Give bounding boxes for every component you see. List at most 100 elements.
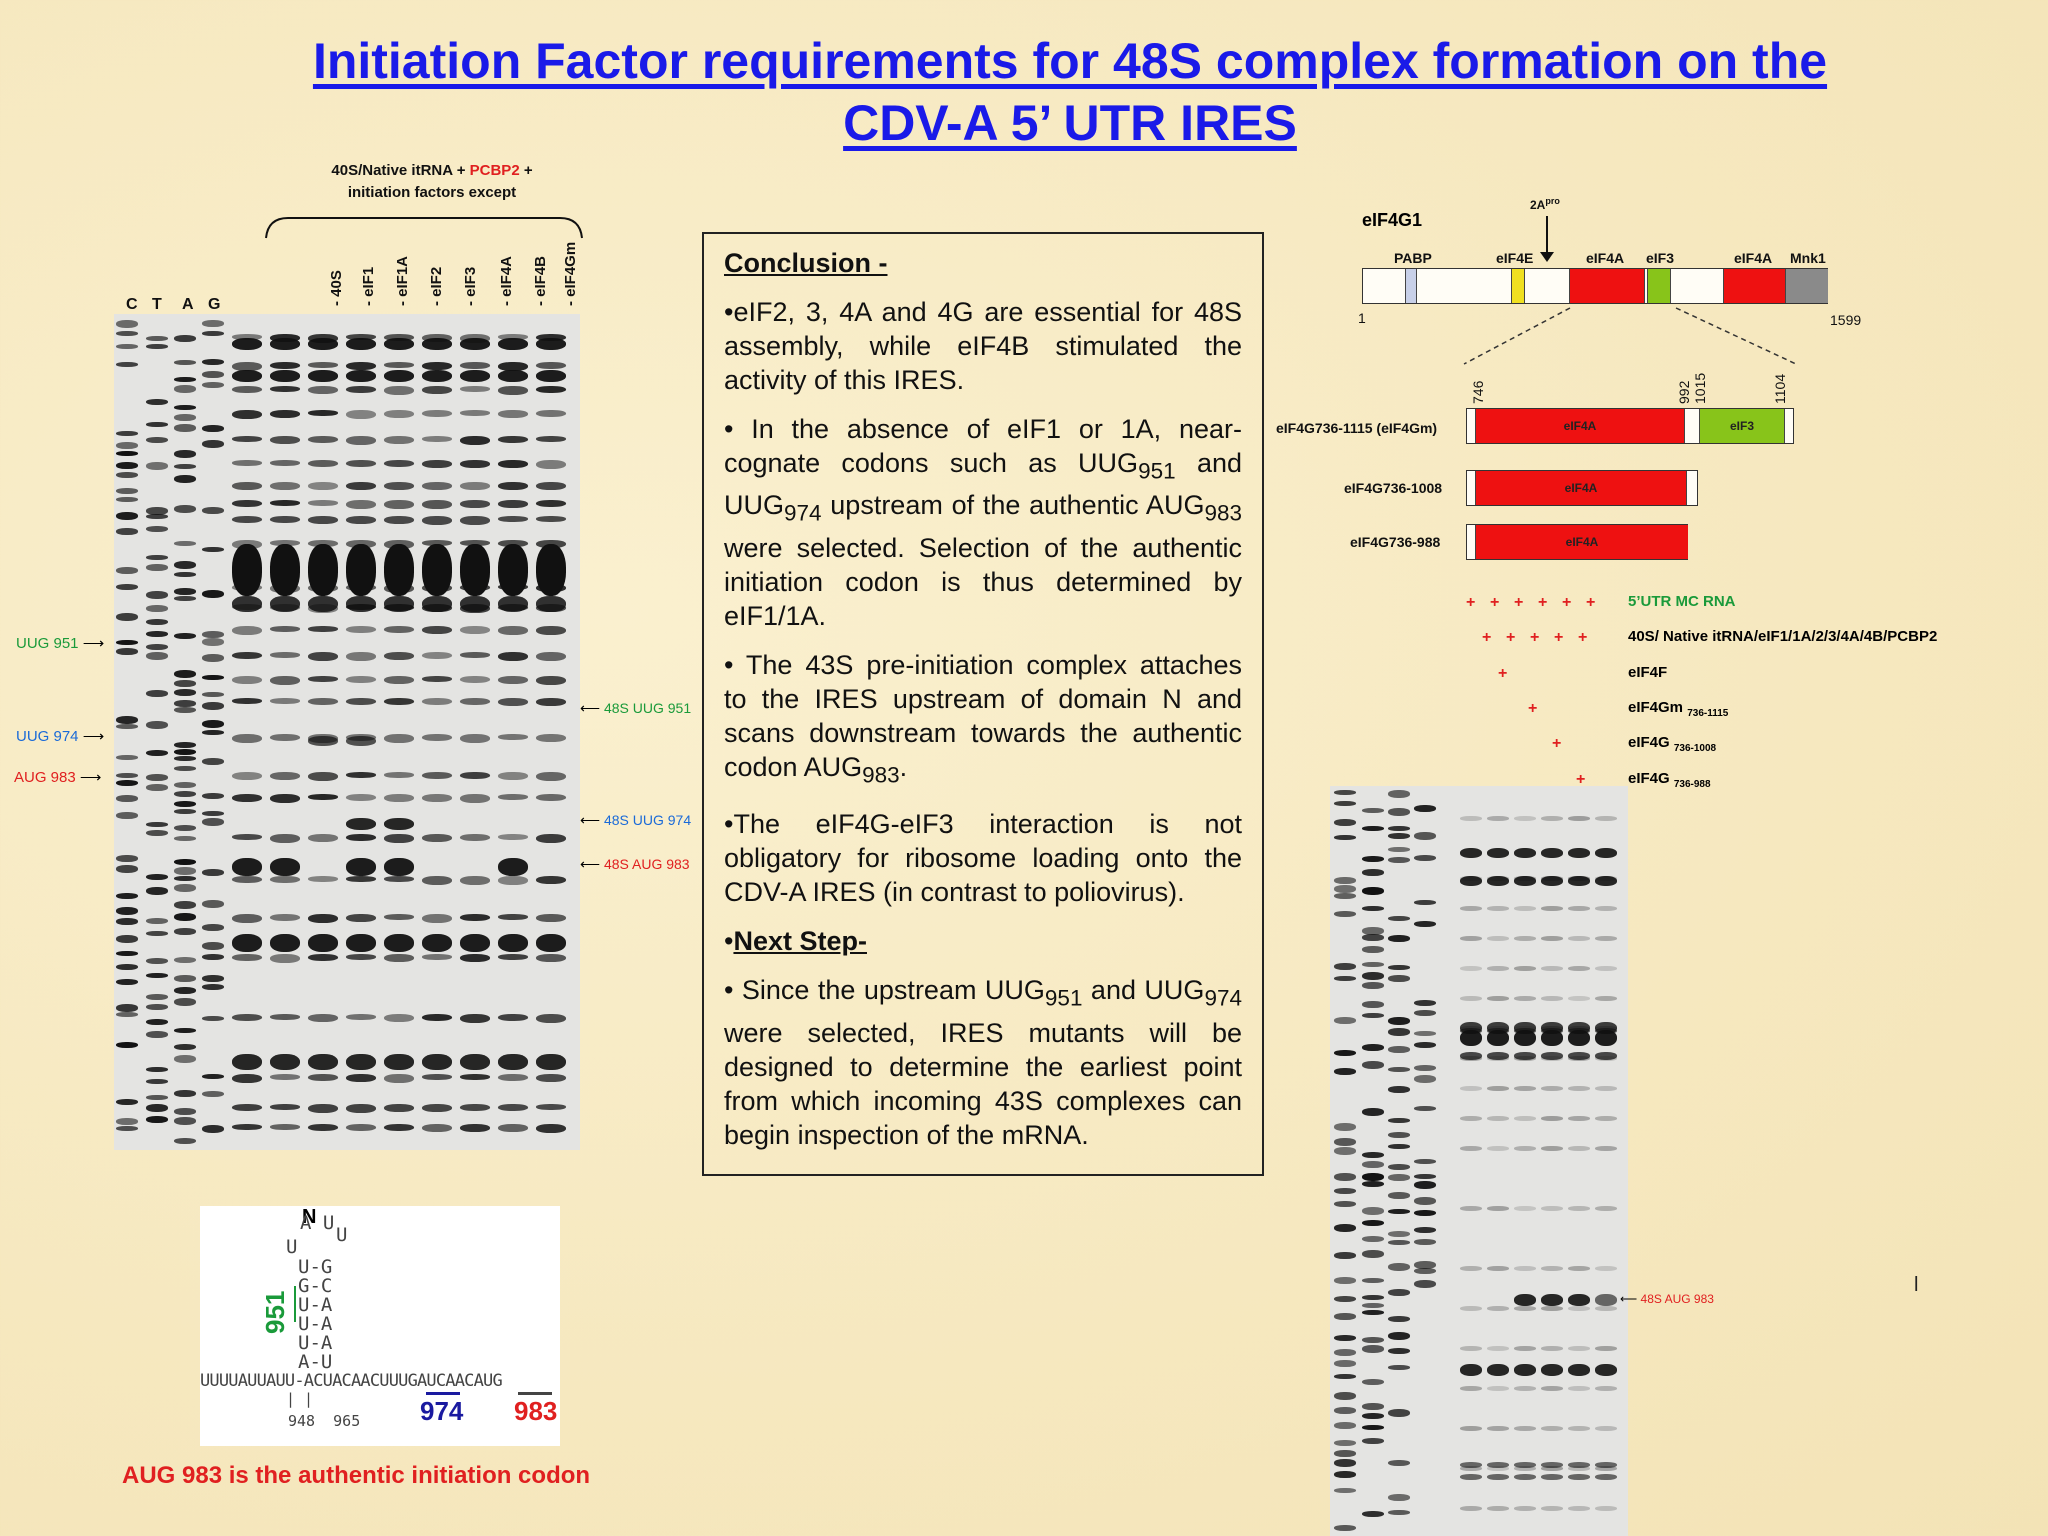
gel-band — [308, 482, 338, 490]
gel-band-faint — [1541, 1086, 1563, 1091]
segment-eif4a-2 — [1723, 269, 1786, 303]
gel-band — [498, 410, 528, 418]
gel-band-faint — [1487, 996, 1509, 1001]
gel-band — [146, 507, 168, 515]
segment-eif4e — [1511, 269, 1525, 303]
gel-band-faint — [1460, 1206, 1482, 1211]
gel-band — [1334, 1407, 1356, 1414]
gel-band — [422, 436, 452, 442]
gel-band — [232, 934, 262, 952]
gel-band — [1334, 1360, 1356, 1367]
gel-band — [1388, 1118, 1410, 1123]
gel-band — [146, 822, 168, 827]
gel-band — [174, 464, 196, 469]
domain-label-pabp: PABP — [1394, 250, 1432, 266]
gel-band — [384, 772, 414, 778]
gel-band — [1388, 1365, 1410, 1370]
gel-band-top — [270, 338, 300, 350]
gel-band — [1334, 1277, 1356, 1284]
gel-band-top — [498, 338, 528, 350]
right-marker-48s-uug974-label: 48S UUG 974 — [603, 812, 692, 828]
experimental-lane — [346, 314, 376, 1150]
gel-band — [422, 954, 452, 960]
gel-band — [174, 884, 196, 892]
toeprint-aug983 — [1595, 1294, 1617, 1306]
condition-plus-sign: + — [1530, 629, 1540, 646]
gel-band-faint — [1460, 936, 1482, 941]
gel-band — [498, 334, 528, 340]
gel-band — [146, 462, 168, 470]
gel-band — [146, 619, 168, 625]
gel-band-faint — [1514, 996, 1536, 1001]
gel-band — [498, 1014, 528, 1021]
header-part-a: 40S/Native itRNA + — [331, 162, 470, 179]
gel-band — [1334, 1525, 1356, 1531]
gel-band-top — [460, 338, 490, 350]
gel-band — [1388, 1086, 1410, 1093]
gel-band-full-length — [384, 544, 414, 596]
p2-text: upstream of the authentic AUG — [821, 490, 1205, 521]
gel-band — [498, 1054, 528, 1070]
gel-band — [346, 596, 376, 612]
p5-sub-951: 951 — [1044, 985, 1083, 1011]
gel-band-faint — [1514, 1346, 1536, 1351]
gel-band — [1487, 1474, 1509, 1480]
conclusion-box: Conclusion - •eIF2, 3, 4A and 4G are ess… — [702, 232, 1264, 1176]
condition-eif4f: eIF4F — [1628, 664, 1668, 681]
gel-band-faint — [1568, 966, 1590, 971]
gel-band — [498, 794, 528, 800]
seq-lane-c: C — [126, 296, 138, 313]
lane-label-eif1: - eIF1 — [360, 266, 377, 306]
gel-band — [384, 934, 414, 952]
gel-band — [346, 676, 376, 683]
gel-band — [270, 914, 300, 921]
left-marker-uug974: UUG 974 ⟶ — [16, 727, 104, 745]
header-pcbp2: PCBP2 — [469, 162, 520, 179]
gel-band — [1388, 833, 1410, 839]
gel-band — [1388, 1067, 1410, 1072]
gel-band — [308, 386, 338, 394]
gel-band — [498, 1124, 528, 1132]
gel-band — [1414, 1261, 1436, 1269]
gel-band — [422, 698, 452, 705]
toeprint-uug951 — [346, 736, 376, 746]
gel-band — [174, 360, 196, 365]
gel-band — [202, 638, 224, 646]
gel-band — [346, 1054, 376, 1070]
gel-band — [1362, 1438, 1384, 1444]
condition-plus-sign: + — [1578, 629, 1588, 646]
gel-band — [1334, 819, 1356, 826]
gel-band-faint — [1487, 1466, 1509, 1471]
gel-band — [1334, 1068, 1356, 1075]
gel-band — [270, 596, 300, 612]
gel-band — [232, 500, 262, 507]
gel-band — [202, 1091, 224, 1097]
gel-band-faint — [1487, 1426, 1509, 1431]
domain-n-label: N — [302, 1206, 317, 1228]
gel-band — [116, 812, 138, 819]
gel-band — [116, 648, 138, 655]
pos-948-965-label: 948 965 — [288, 1412, 361, 1430]
slide-title: Initiation Factor requirements for 48S c… — [0, 30, 2048, 154]
gel-band — [422, 626, 452, 634]
gel-band-faint — [1568, 1506, 1590, 1511]
gel-band — [1414, 1239, 1436, 1245]
gel-band — [174, 670, 196, 678]
protease-name: 2A — [1530, 198, 1546, 212]
gel-band-faint — [1595, 996, 1617, 1001]
gel-band — [174, 385, 196, 393]
gel-band — [146, 437, 168, 443]
gel-band — [174, 742, 196, 748]
gel-band — [1514, 1052, 1536, 1060]
gel-band-faint — [1487, 1306, 1509, 1311]
gel-band — [232, 362, 262, 371]
experimental-lane — [232, 314, 262, 1150]
gel-band — [1362, 1413, 1384, 1419]
gel-band — [1362, 1181, 1384, 1187]
gel-band-top — [498, 370, 528, 382]
gel-band — [1568, 1462, 1590, 1468]
gel-band — [1362, 1403, 1384, 1410]
gel-band — [536, 794, 566, 801]
gel-band — [116, 1042, 138, 1048]
gel-band-top — [346, 338, 376, 350]
